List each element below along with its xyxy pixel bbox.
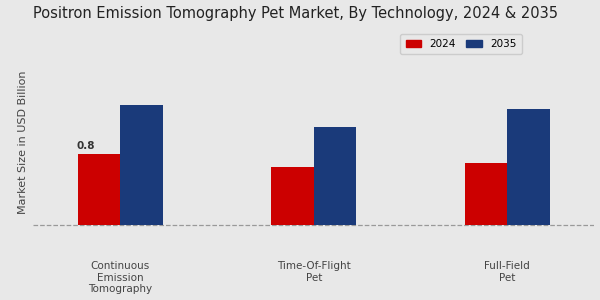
Bar	[120, 105, 163, 225]
Bar	[508, 109, 550, 225]
Y-axis label: Market Size in USD Billion: Market Size in USD Billion	[17, 71, 28, 214]
Text: 0.8: 0.8	[77, 141, 95, 151]
Bar	[314, 127, 356, 225]
Bar	[77, 154, 120, 225]
Bar	[465, 163, 508, 225]
Legend: 2024, 2035: 2024, 2035	[400, 34, 522, 54]
Bar	[271, 167, 314, 225]
Text: Positron Emission Tomography Pet Market, By Technology, 2024 & 2035: Positron Emission Tomography Pet Market,…	[33, 6, 558, 21]
